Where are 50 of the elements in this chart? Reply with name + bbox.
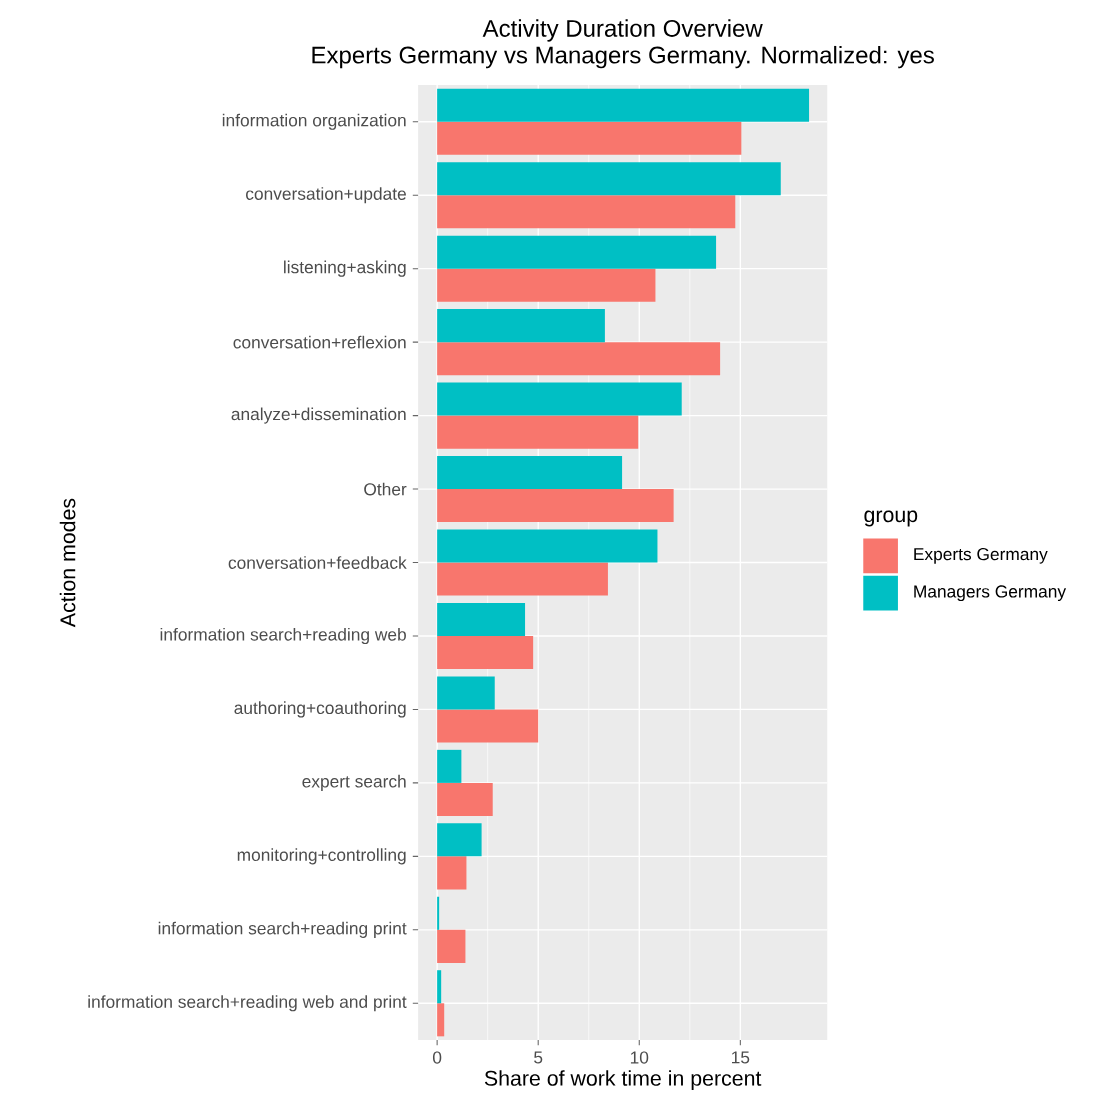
y-tick-label: conversation+update xyxy=(245,187,406,204)
bar xyxy=(436,382,682,416)
x-tick-label: 0 xyxy=(432,1051,442,1064)
bar xyxy=(436,749,462,783)
legend-title: group xyxy=(864,510,918,527)
bar xyxy=(436,162,781,196)
bar xyxy=(436,856,467,890)
bar xyxy=(436,823,482,857)
legend-label: Managers Germany xyxy=(914,585,1066,602)
chart-title: Activity Duration Overview xyxy=(482,19,763,42)
y-tick-label: analyze+dissemination xyxy=(231,407,406,424)
bar xyxy=(436,676,495,710)
y-tick-label: authoring+coauthoring xyxy=(234,701,406,718)
bar xyxy=(436,562,608,596)
bar xyxy=(436,415,639,449)
y-tick-label: information search+reading web and print xyxy=(88,995,407,1012)
chart-subtitle: Experts Germany vs Managers Germany. Normalized: yes xyxy=(312,45,934,69)
bar xyxy=(436,268,656,302)
y-tick-label: monitoring+controlling xyxy=(237,848,406,865)
y-tick-label: Other xyxy=(364,482,407,496)
y-tick-label: information organization xyxy=(222,113,406,130)
bar xyxy=(436,121,742,155)
legend-label: Experts Germany xyxy=(914,547,1048,564)
bar xyxy=(436,195,736,229)
y-tick-label: conversation+feedback xyxy=(228,556,407,569)
y-tick-label: expert search xyxy=(302,774,406,791)
y-tick-label: listening+asking xyxy=(283,260,406,277)
bar xyxy=(436,1003,445,1037)
x-tick-label: 5 xyxy=(533,1051,543,1064)
y-tick-label: information search+reading web xyxy=(160,627,406,645)
x-tick-label: 15 xyxy=(731,1051,750,1064)
y-tick-label: conversation+reflexion xyxy=(233,335,406,349)
bar xyxy=(436,896,439,930)
bar xyxy=(436,602,525,636)
y-tick-label: information search+reading print xyxy=(158,921,407,938)
bar xyxy=(436,929,466,963)
x-tick-label: 10 xyxy=(630,1051,649,1064)
bar xyxy=(436,456,622,490)
bar xyxy=(436,529,658,563)
bar xyxy=(436,235,716,269)
bar xyxy=(436,489,674,523)
bar xyxy=(436,309,605,343)
bar xyxy=(436,782,493,816)
y-axis-title: Action modes xyxy=(59,498,76,628)
bar xyxy=(436,342,720,376)
x-axis-title: Share of work time in percent xyxy=(484,1070,762,1091)
bar xyxy=(436,970,442,1004)
bar xyxy=(436,88,809,122)
bar xyxy=(436,709,539,743)
bar xyxy=(436,635,533,670)
